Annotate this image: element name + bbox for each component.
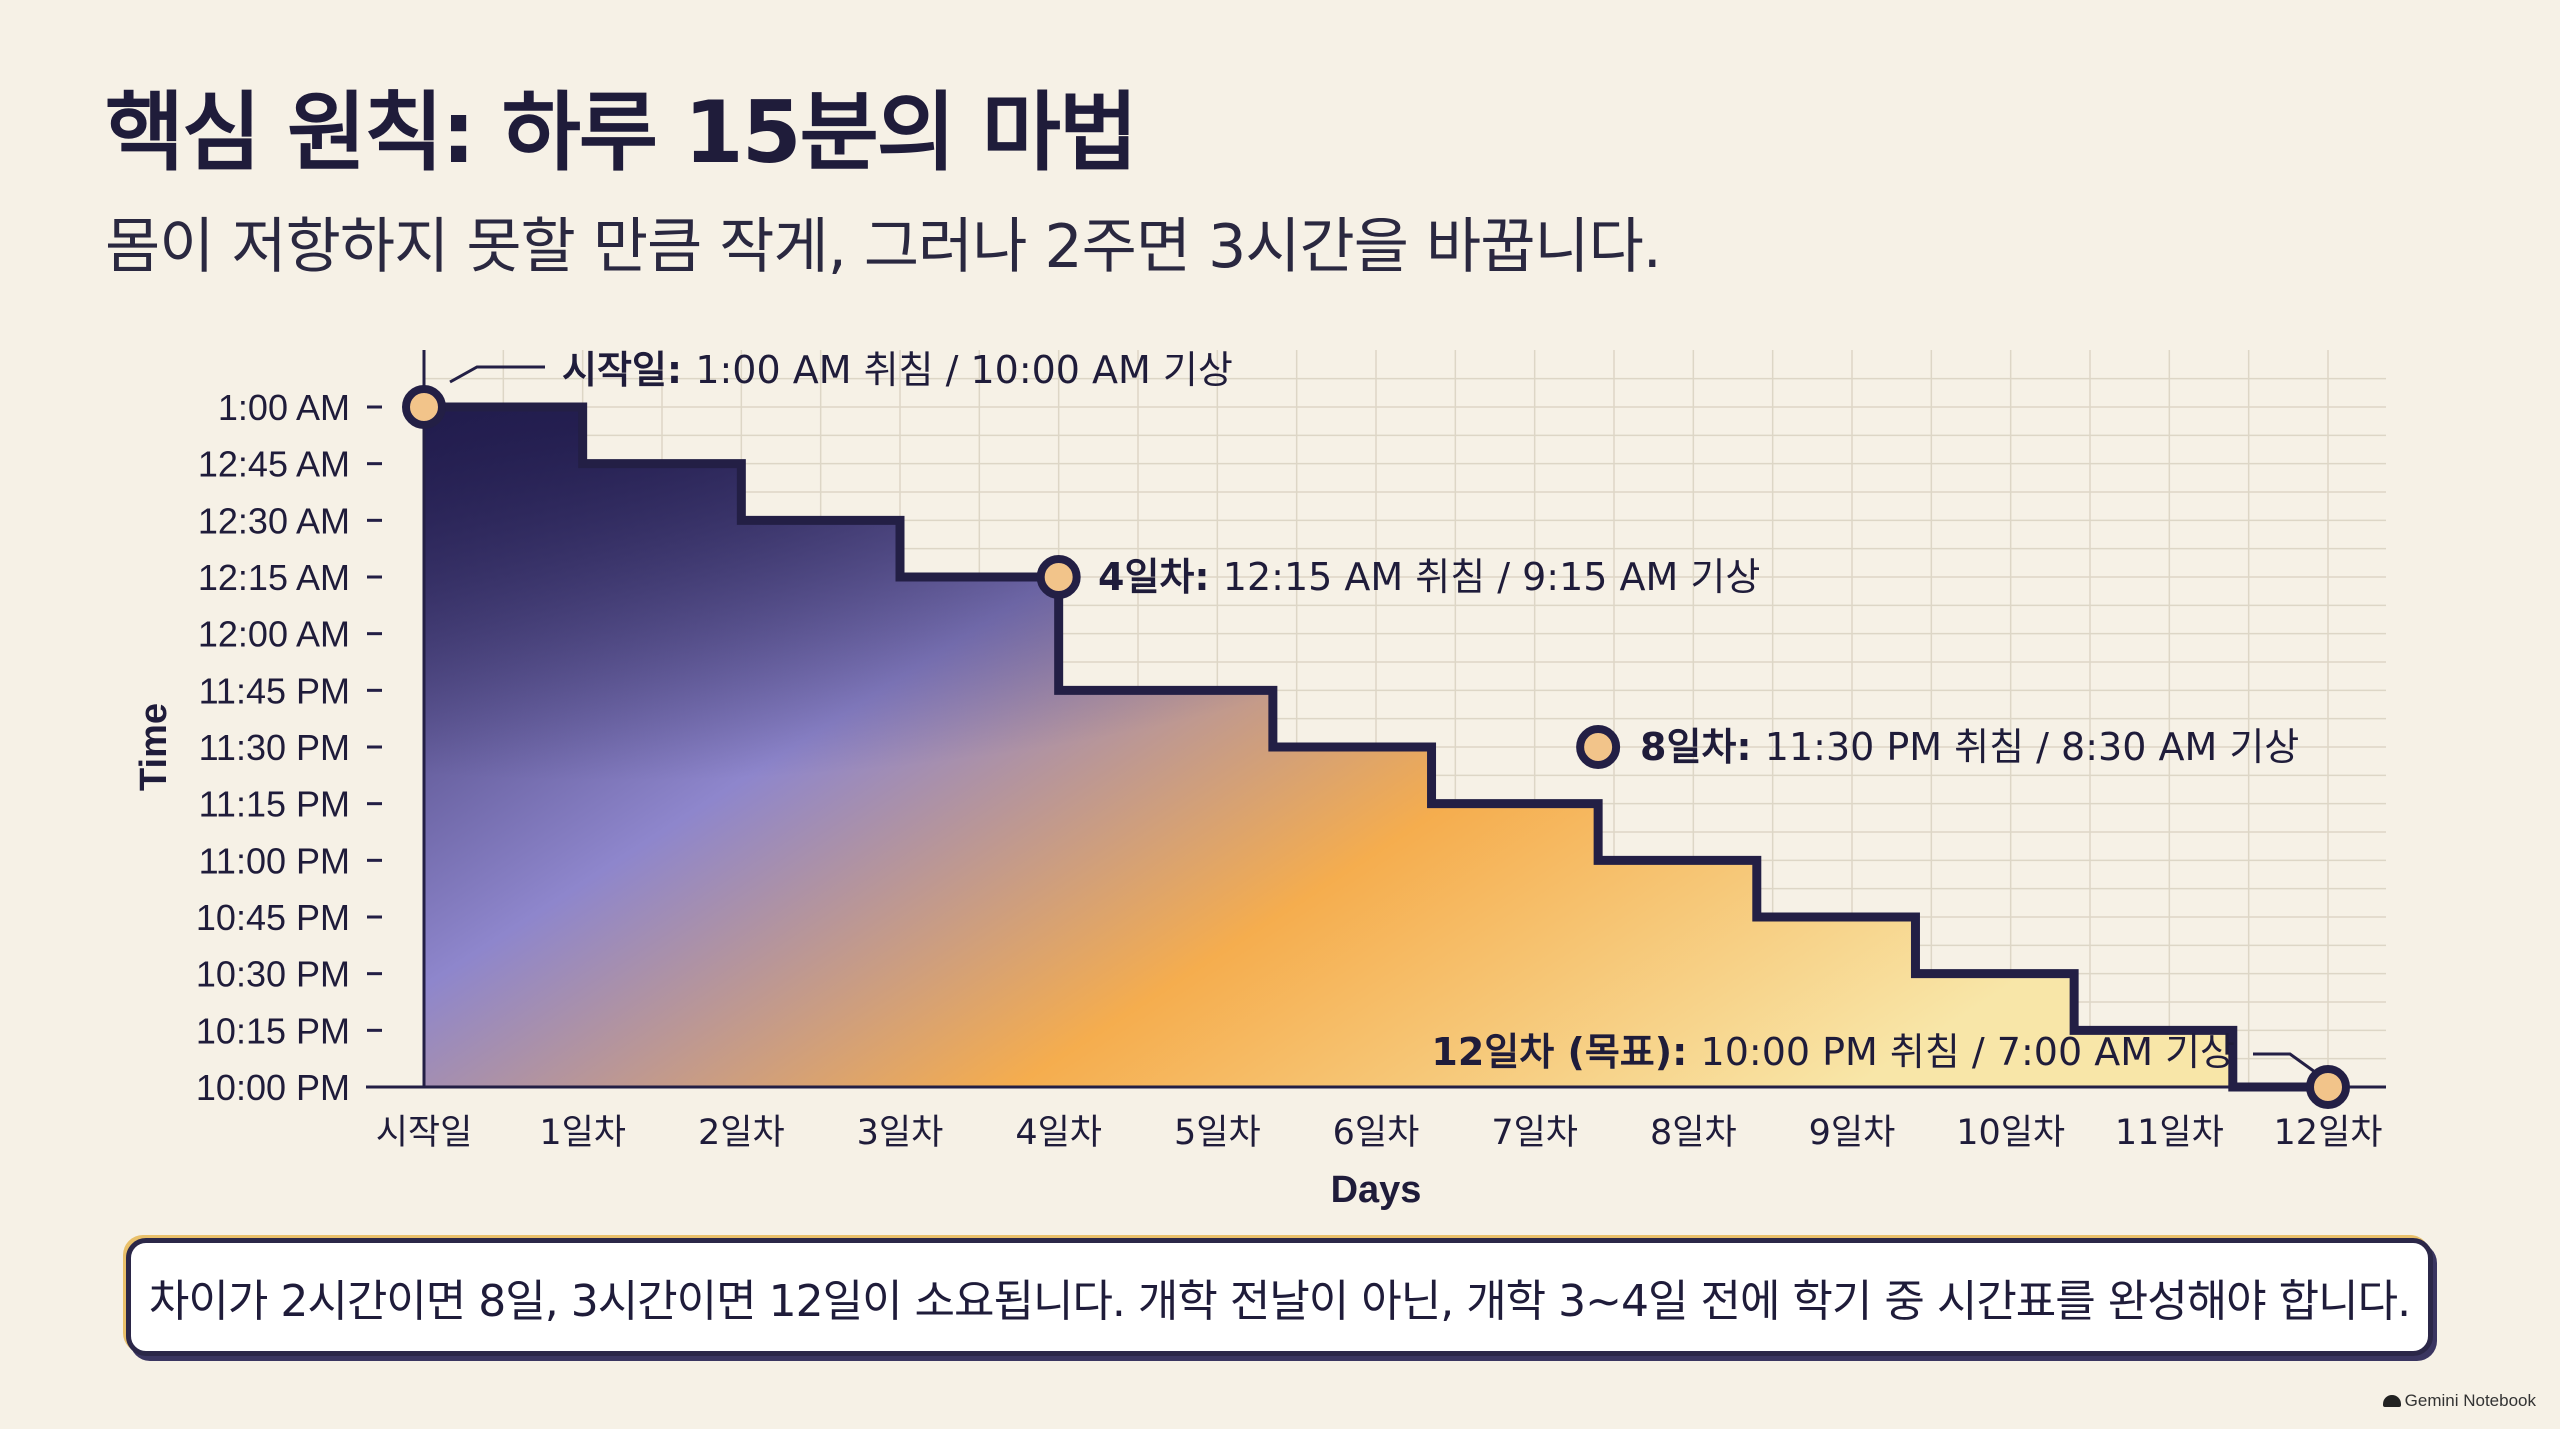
annotation: 시작일: 1:00 AM 취침 / 10:00 AM 기상 bbox=[402, 348, 1233, 429]
annotation-marker bbox=[2306, 1065, 2350, 1109]
annotation-label-text: 10:00 PM 취침 / 7:00 AM 기상 bbox=[1701, 1030, 2235, 1074]
y-tick-label: 11:15 PM bbox=[199, 784, 350, 825]
annotation-label-text: 12:15 AM 취침 / 9:15 AM 기상 bbox=[1223, 555, 1761, 599]
x-tick-label: 8일차 bbox=[1650, 1113, 1737, 1153]
annotation-label-bold: 시작일: bbox=[562, 348, 695, 392]
annotation-label-bold: 4일차: bbox=[1098, 555, 1223, 599]
annotation: 12일차 (목표): 10:00 PM 취침 / 7:00 AM 기상 bbox=[1431, 1030, 2350, 1109]
x-tick-label: 4일차 bbox=[1015, 1113, 1102, 1153]
annotation-marker bbox=[402, 385, 446, 429]
y-tick-label: 12:00 AM bbox=[198, 614, 350, 655]
annotation-label: 시작일: 1:00 AM 취침 / 10:00 AM 기상 bbox=[562, 348, 1233, 392]
brand-watermark: Gemini Notebook bbox=[2382, 1391, 2536, 1411]
annotation-label: 12일차 (목표): 10:00 PM 취침 / 7:00 AM 기상 bbox=[1431, 1030, 2235, 1074]
key-note-text: 차이가 2시간이면 8일, 3시간이면 12일이 소요됩니다. 개학 전날이 아… bbox=[148, 1276, 2411, 1327]
x-tick-label: 7일차 bbox=[1491, 1113, 1578, 1153]
y-tick-label: 12:30 AM bbox=[198, 500, 350, 541]
y-tick-label: 1:00 AM bbox=[218, 387, 350, 428]
x-tick-label: 3일차 bbox=[857, 1113, 944, 1153]
annotation-label-text: 11:30 PM 취침 / 8:30 AM 기상 bbox=[1765, 725, 2299, 769]
brand-label: Gemini Notebook bbox=[2404, 1391, 2536, 1410]
page-subtitle: 몸이 저항하지 못할 만큼 작게, 그러나 2주면 3시간을 바꿉니다. bbox=[105, 212, 1662, 282]
y-tick-label: 12:15 AM bbox=[198, 557, 350, 598]
y-tick-label: 11:45 PM bbox=[199, 670, 350, 711]
y-tick-label: 10:45 PM bbox=[196, 897, 350, 938]
annotation-marker bbox=[1036, 555, 1081, 599]
notebook-icon bbox=[2382, 1395, 2401, 1407]
y-tick-label: 10:30 PM bbox=[196, 954, 350, 995]
annotation-label-bold: 8일차: bbox=[1640, 725, 1765, 769]
x-tick-label: 6일차 bbox=[1333, 1113, 1420, 1153]
annotation: 8일차: 11:30 PM 취침 / 8:30 AM 기상 bbox=[1576, 725, 2299, 769]
x-tick-label: 12일차 bbox=[2274, 1113, 2383, 1153]
y-tick-label: 12:45 AM bbox=[198, 444, 350, 485]
annotation-leader bbox=[449, 365, 545, 384]
x-axis-title: Days bbox=[1331, 1169, 1422, 1211]
y-tick-label: 10:15 PM bbox=[196, 1010, 350, 1051]
x-tick-label: 2일차 bbox=[698, 1113, 785, 1153]
annotation-label-bold: 12일차 (목표): bbox=[1431, 1030, 1700, 1074]
x-tick-label: 1일차 bbox=[539, 1113, 626, 1153]
annotation-marker bbox=[1576, 725, 1621, 769]
x-tick-label: 시작일 bbox=[376, 1113, 473, 1153]
y-tick-label: 11:00 PM bbox=[199, 840, 350, 881]
series-step-line bbox=[424, 402, 2328, 1092]
x-tick-label: 9일차 bbox=[1809, 1113, 1896, 1153]
y-tick-label: 10:00 PM bbox=[196, 1067, 350, 1108]
annotation-label: 8일차: 11:30 PM 취침 / 8:30 AM 기상 bbox=[1640, 725, 2299, 769]
y-tick-label: 11:30 PM bbox=[199, 727, 350, 768]
annotation: 4일차: 12:15 AM 취침 / 9:15 AM 기상 bbox=[1036, 555, 1760, 599]
annotation-leader bbox=[2253, 1052, 2316, 1074]
annotation-label-text: 1:00 AM 취침 / 10:00 AM 기상 bbox=[695, 348, 1233, 392]
x-tick-label: 5일차 bbox=[1174, 1113, 1261, 1153]
y-axis-title: Time bbox=[133, 703, 175, 791]
annotation-label: 4일차: 12:15 AM 취침 / 9:15 AM 기상 bbox=[1098, 555, 1760, 599]
page-title: 핵심 원칙: 하루 15분의 마법 bbox=[105, 83, 1138, 183]
x-tick-label: 10일차 bbox=[1956, 1113, 2065, 1153]
x-tick-label: 11일차 bbox=[2115, 1113, 2224, 1153]
key-note-box: 차이가 2시간이면 8일, 3시간이면 12일이 소요됩니다. 개학 전날이 아… bbox=[126, 1238, 2433, 1356]
